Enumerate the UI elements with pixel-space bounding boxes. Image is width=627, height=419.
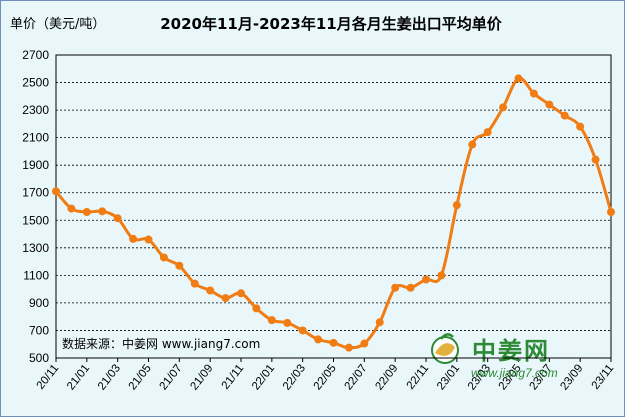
y-tick-label: 2300 bbox=[22, 103, 49, 117]
data-point bbox=[468, 140, 477, 149]
data-point bbox=[344, 343, 353, 352]
x-tick-label: 22/11 bbox=[405, 362, 432, 391]
data-point bbox=[98, 207, 107, 216]
data-point bbox=[113, 214, 122, 223]
data-point bbox=[206, 286, 215, 295]
logo-brand-text: 中姜网 bbox=[472, 337, 550, 365]
data-point bbox=[499, 103, 508, 112]
data-point bbox=[576, 122, 585, 131]
data-point bbox=[159, 253, 168, 262]
data-point bbox=[591, 155, 600, 164]
data-point bbox=[283, 318, 292, 327]
data-point bbox=[560, 111, 569, 120]
x-tick-label: 21/09 bbox=[188, 362, 215, 392]
y-tick-label: 1100 bbox=[23, 268, 49, 282]
data-point bbox=[514, 74, 523, 83]
plot-border bbox=[55, 54, 612, 359]
x-tick-label: 21/01 bbox=[65, 362, 92, 392]
data-point bbox=[545, 100, 554, 109]
y-tick-label: 2500 bbox=[22, 76, 49, 90]
data-point bbox=[252, 304, 261, 313]
x-tick-label: 23/09 bbox=[558, 362, 585, 392]
plot-area bbox=[55, 54, 612, 359]
y-tick-label: 500 bbox=[29, 351, 49, 365]
x-tick-label: 22/03 bbox=[281, 362, 308, 392]
ginger-logo-mark bbox=[431, 333, 459, 364]
x-tick-label: 22/01 bbox=[250, 362, 277, 392]
data-point bbox=[360, 339, 369, 348]
data-point bbox=[129, 234, 138, 243]
x-tick-label: 23/11 bbox=[590, 362, 617, 391]
data-point bbox=[483, 128, 492, 137]
series-line bbox=[54, 76, 613, 350]
y-tick-label: 1500 bbox=[22, 213, 49, 227]
x-tick-label: 21/11 bbox=[220, 362, 247, 391]
data-point bbox=[267, 316, 276, 325]
data-point bbox=[375, 318, 384, 327]
data-source-note: 数据来源：中姜网 www.jiang7.com bbox=[62, 336, 260, 351]
site-logo: 中姜网 www.jiang7.com bbox=[431, 333, 558, 380]
data-point bbox=[314, 335, 323, 344]
data-point bbox=[452, 201, 461, 210]
x-tick-label: 22/07 bbox=[343, 362, 370, 392]
data-point bbox=[391, 283, 400, 292]
y-tick-labels: 500 700 900 1100 1300 1500 1700 1900 2100 2300 250… bbox=[22, 48, 49, 365]
x-tick-label: 21/07 bbox=[158, 362, 185, 392]
y-tick-label: 1300 bbox=[22, 241, 49, 255]
data-point bbox=[298, 326, 307, 335]
data-point bbox=[329, 338, 338, 347]
chart-title: 2020年11月-2023年11月各月生姜出口平均单价 bbox=[160, 15, 502, 33]
x-tick-label: 20/11 bbox=[35, 362, 62, 391]
data-point bbox=[82, 208, 91, 217]
logo-url: www.jiang7.com bbox=[471, 366, 558, 380]
series-line-group bbox=[52, 74, 615, 352]
data-point bbox=[422, 275, 430, 284]
data-point bbox=[144, 235, 153, 244]
data-point bbox=[175, 261, 184, 270]
y-tick-label: 700 bbox=[29, 323, 49, 337]
y-axis-unit: 单价（美元/吨） bbox=[10, 17, 105, 32]
x-tick-label: 21/05 bbox=[127, 362, 154, 392]
y-tick-label: 2100 bbox=[22, 131, 49, 145]
x-tick-label: 22/09 bbox=[373, 362, 400, 392]
data-point bbox=[52, 187, 60, 196]
y-tick-label: 1700 bbox=[22, 186, 49, 200]
data-point bbox=[529, 89, 538, 98]
data-point bbox=[67, 204, 76, 213]
y-tick-label: 1900 bbox=[22, 158, 49, 172]
data-point bbox=[221, 294, 230, 303]
y-tick-label: 900 bbox=[29, 296, 49, 310]
y-tick-label: 2700 bbox=[22, 48, 49, 62]
x-tick-label: 22/05 bbox=[312, 362, 339, 392]
data-point bbox=[437, 271, 446, 280]
data-point bbox=[237, 289, 245, 298]
x-tick-label: 23/01 bbox=[435, 362, 462, 392]
x-tick-label: 21/03 bbox=[96, 362, 123, 392]
gridlines bbox=[56, 82, 611, 331]
data-point bbox=[406, 283, 415, 292]
data-point bbox=[190, 279, 199, 288]
data-point bbox=[607, 208, 615, 217]
